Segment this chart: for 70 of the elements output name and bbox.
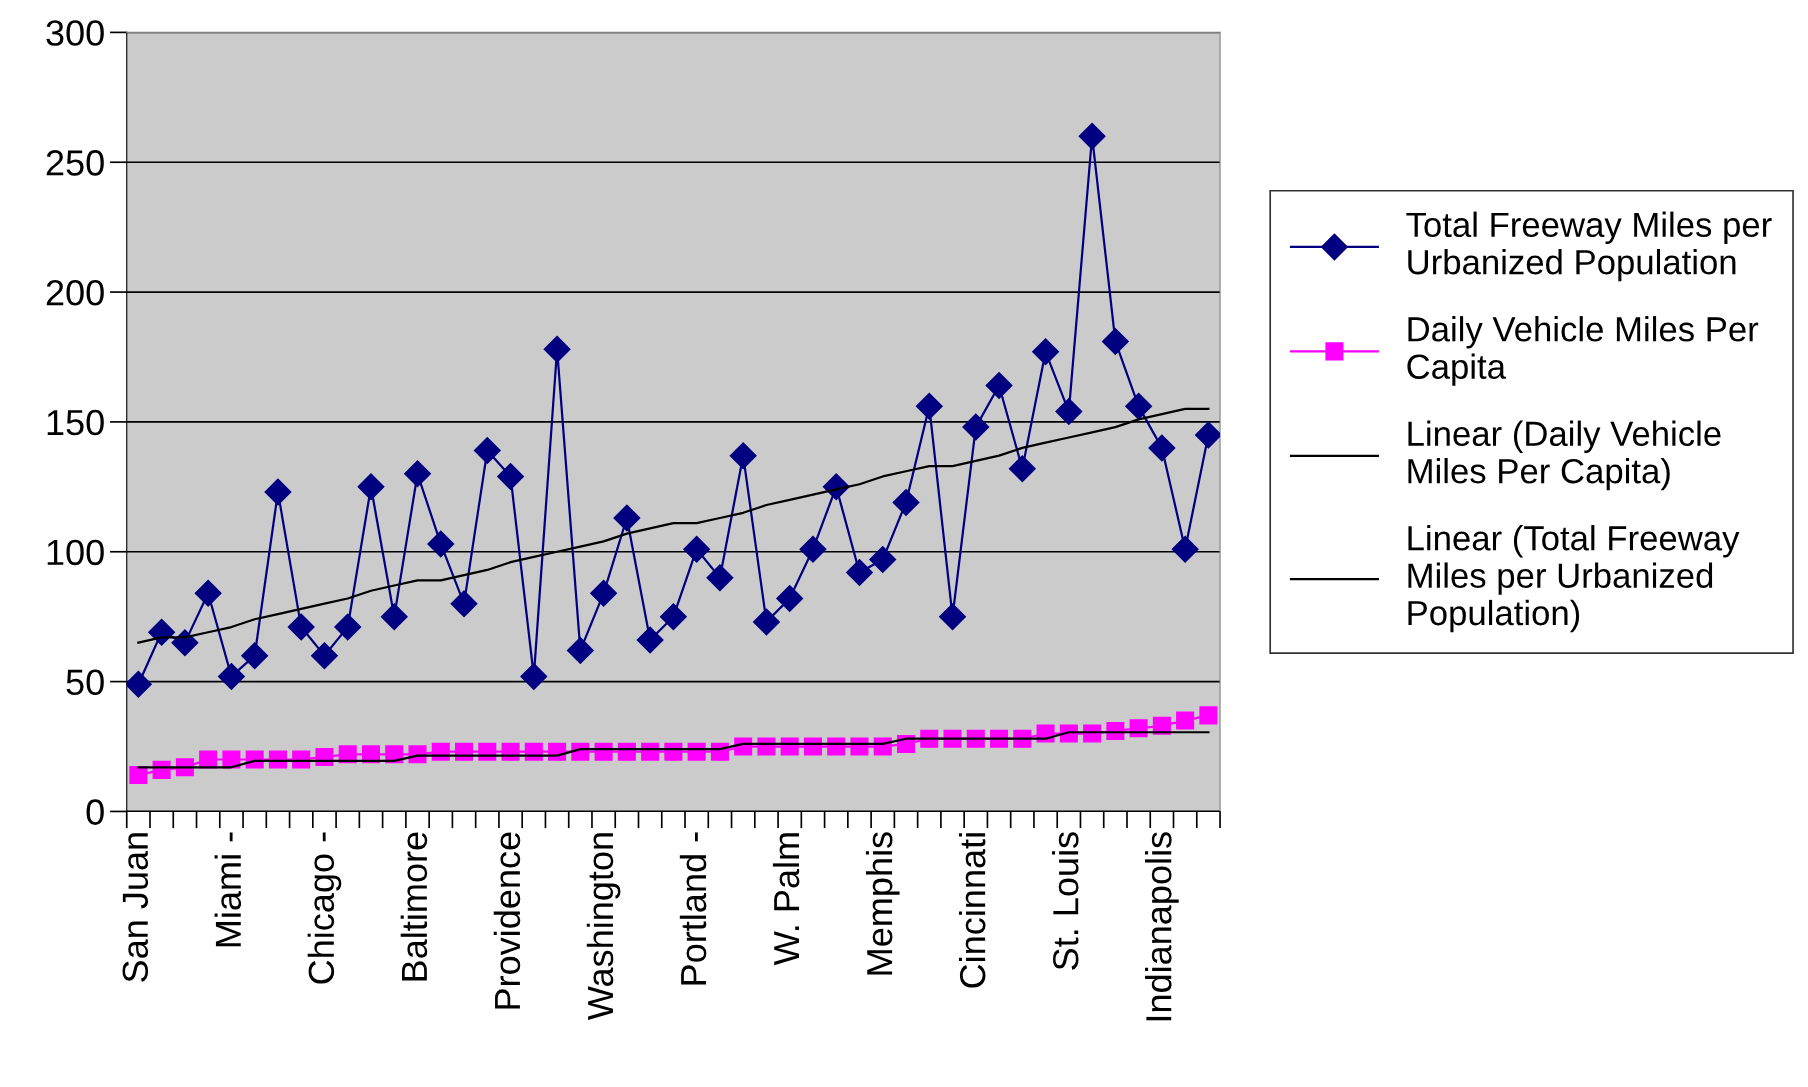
point	[729, 442, 757, 470]
x-tick-label: W. Palm	[772, 833, 800, 966]
y-tick-label: 200	[46, 279, 104, 306]
point	[846, 559, 873, 586]
x-tick-label: St. Louis	[1052, 832, 1079, 970]
point	[1055, 398, 1083, 425]
point	[985, 372, 1013, 400]
point	[520, 662, 548, 690]
point	[380, 603, 408, 631]
point	[334, 613, 362, 641]
x-tick-label: Cincinnati	[958, 833, 986, 988]
point	[706, 564, 734, 592]
point	[427, 530, 455, 558]
point	[636, 626, 664, 654]
x-tick-label: Baltimore	[400, 832, 428, 981]
point	[126, 670, 152, 698]
point	[799, 535, 827, 563]
point	[590, 579, 618, 607]
point	[241, 642, 269, 670]
x-tick-label: Indianapolis	[1145, 832, 1179, 1021]
point	[869, 546, 897, 574]
point	[915, 392, 943, 420]
x-tick-label: Washington	[586, 833, 621, 1021]
point	[939, 603, 966, 631]
point	[357, 473, 385, 501]
point	[613, 504, 641, 532]
point	[217, 662, 245, 690]
point	[497, 462, 525, 490]
legend-label: Daily Vehicle Miles Per Capita	[1407, 316, 1759, 386]
point	[1148, 434, 1176, 462]
point	[1171, 535, 1199, 563]
point	[1176, 711, 1195, 730]
x-tick-label: San Juan	[122, 833, 149, 982]
point	[1078, 122, 1106, 150]
point	[776, 585, 804, 612]
y-tick-label: 50	[66, 669, 104, 696]
point	[543, 335, 571, 363]
point	[404, 460, 431, 488]
x-tick-label: Miami -	[214, 832, 242, 947]
y-tick-label: 250	[46, 150, 104, 176]
y-tick-label: 0	[86, 799, 104, 825]
x-tick-label: Chicago -	[307, 832, 342, 984]
point	[1199, 706, 1218, 725]
legend-label: Linear (Daily Vehicle Miles Per Capita)	[1408, 420, 1721, 491]
point	[1008, 455, 1036, 483]
point	[962, 413, 990, 441]
point	[683, 535, 711, 563]
point	[129, 766, 148, 785]
x-tick-label: Portland -	[679, 832, 707, 985]
x-tick-label: Providence	[493, 832, 521, 1009]
point	[752, 608, 780, 636]
y-tick-label: 300	[46, 20, 104, 46]
x-tick-label: Memphis	[865, 832, 900, 975]
legend-label: Total Freeway Miles per Urbanized Population	[1406, 211, 1772, 282]
point	[1101, 327, 1129, 355]
point	[1125, 392, 1153, 420]
point	[194, 579, 222, 607]
y-tick-label: 100	[47, 539, 104, 566]
point	[659, 603, 687, 631]
point	[287, 613, 315, 641]
point	[566, 636, 594, 664]
y-tick-label: 150	[47, 409, 104, 436]
point	[450, 590, 478, 618]
point	[264, 478, 292, 506]
point	[473, 437, 501, 464]
point	[892, 488, 920, 516]
point	[1032, 338, 1060, 366]
point	[311, 642, 338, 670]
point	[1194, 421, 1221, 449]
legend-label: Linear (Total Freeway Miles per Urbanized Population)	[1408, 525, 1740, 633]
